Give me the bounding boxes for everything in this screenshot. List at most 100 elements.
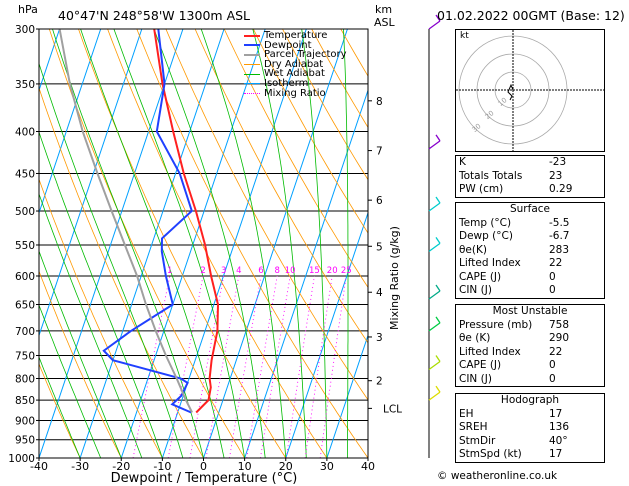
panel-row-value: -23 [549,156,567,168]
dry-adiabat-line [603,29,629,458]
temperature-tick-label: 30 [320,460,334,473]
dry-adiabat-line [194,29,368,344]
panel-row-label: CIN (J) [459,284,492,296]
mixing-ratio-label: 4 [236,266,241,276]
panel-row-value: 22 [549,257,563,269]
km-tick-label: 5 [376,241,383,253]
most-unstable-panel: Most Unstable Pressure (mb) 758 θe (K) 290 L… [455,304,605,387]
panel-row-value: 0 [549,270,556,283]
series-parcel-trajectory [58,29,193,413]
legend-entry: Dewpoint [244,40,347,51]
panel-row-value: 0 [549,359,556,371]
km-tick-label: 8 [376,96,383,108]
isotherm-line [326,333,368,458]
panel-row-label: EH [459,407,474,420]
wind-barb [428,322,441,332]
wet-adiabat-line [343,29,349,458]
panel-row-value: 0 [549,284,556,296]
legend-swatch [244,92,260,94]
legend-entry: Mixing Ratio [244,88,347,99]
pressure-tick-label: 750 [15,350,35,362]
hodograph-ring-label: 30 [471,122,483,134]
pressure-unit: hPa [18,3,38,16]
panel-row-value: 0 [549,372,556,385]
mixing-ratio-label: 6 [258,266,263,276]
hodograph-table-title: Hodograph [500,394,560,406]
wind-barb [428,360,441,370]
mixing-ratio-line [246,275,278,458]
surface-title: Surface [509,203,550,215]
series-dewpoint [102,29,193,414]
mixing-ratio-label: 8 [275,266,280,276]
legend-entry: Dry Adiabat [244,59,347,70]
panel-row-value: 136 [549,421,570,433]
indices-panel: K -23 Totals Totals 23 PW (cm) 0.29 [455,155,605,198]
legend-entry: Isotherm [244,79,347,89]
panel-row-value: 758 [549,318,570,331]
mixing-ratio-label: 10 [285,266,296,276]
wind-barb [428,20,441,30]
panel-row-label: PW (cm) [459,183,504,195]
dry-adiabat-line [39,178,163,458]
isotherm-line [79,29,225,458]
mixing-ratio-label: 15 [309,266,320,276]
wind-barb [428,202,441,212]
pressure-tick-label: 500 [15,206,35,218]
legend-label: Wet Adiabat [264,68,325,80]
wet-adiabat-line [39,62,184,458]
mixing-ratio-line [229,275,262,458]
panel-row-label: StmDir [459,434,496,447]
mixing-ratio-line [167,275,204,458]
dry-adiabat-line [165,29,368,401]
wind-barb [428,290,441,300]
wind-barb-flag [435,355,441,362]
dry-adiabat-line [223,29,368,289]
mixing-ratio-label: 3 [221,266,226,276]
dry-adiabat-line [136,29,368,458]
dry-adiabat-line [39,362,81,458]
hodograph-table-panel: Hodograph EH 17 SREH 136 StmDir 40° StmSpd (kt… [455,393,605,463]
legend-entry: Parcel Trajectory [244,50,347,60]
mixing-ratio-label: 2 [200,266,205,276]
asl-unit: ASL [374,16,395,29]
temperature-tick-label: -30 [71,460,89,473]
dry-adiabat-line [39,86,204,458]
wet-adiabat-line [153,29,266,458]
mixing-ratio-label: 1 [167,266,172,276]
temperature-tick-label: -10 [153,460,171,473]
most-unstable-title: Most Unstable [492,305,568,317]
panel-row-value: -6.7 [549,230,570,242]
km-tick-label: 6 [376,195,383,207]
temperature-tick-label: -40 [30,460,48,473]
pressure-tick-label: 650 [15,300,35,312]
legend-swatch [244,73,260,75]
mixing-ratio-line [319,275,347,458]
panel-row-label: K [459,156,466,168]
panel-row-value: -5.5 [549,216,570,229]
mixing-ratio-line [285,275,315,458]
location-title: 40°47'N 248°58'W 1300m ASL [58,8,251,23]
isotherm-line [285,211,368,458]
legend-swatch [244,34,260,37]
hodograph-ring-label: 20 [484,109,496,121]
legend-swatch [244,64,260,66]
panel-row-label: CAPE (J) [459,270,502,283]
wind-barb-flag [435,196,441,204]
wind-barb-flag [435,316,441,324]
panel-row-value: 290 [549,332,570,344]
isotherm-line [39,29,184,458]
mixing-ratio-line [260,275,291,458]
legend-entry: Temperature [244,31,347,41]
wind-barb-flag [435,134,441,142]
pressure-tick-label: 600 [15,271,35,283]
wet-adiabat-line [39,192,143,458]
km-tick-label: 4 [376,287,383,299]
legend: Temperature Dewpoint Parcel Trajectory Dry … [244,31,347,98]
wet-adiabat-line [39,249,122,458]
wind-barb-flag [435,284,441,292]
hodograph-trace [507,83,514,101]
panel-row-label: CAPE (J) [459,359,502,371]
pressure-tick-label: 900 [15,415,35,427]
wind-barb [428,242,441,252]
temperature-tick-label: 10 [238,460,252,473]
